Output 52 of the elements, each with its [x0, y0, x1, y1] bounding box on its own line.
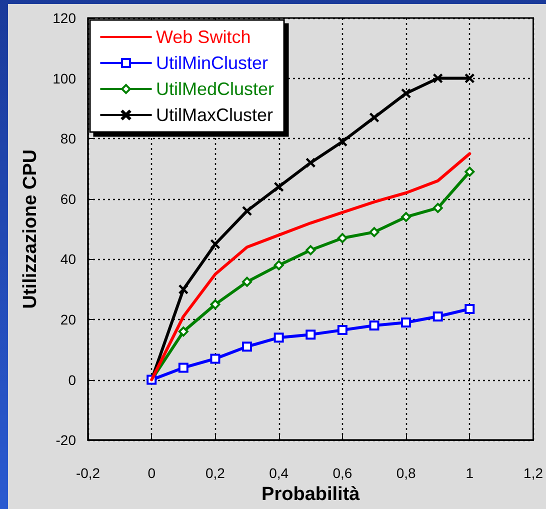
point [306, 245, 316, 256]
x-tick-label: 0,8 [396, 465, 416, 482]
point [338, 137, 348, 146]
point [337, 325, 348, 336]
point [464, 304, 475, 314]
y-tick-label: 120 [52, 10, 76, 26]
y-tick-label: 40 [60, 251, 76, 268]
y-tick-label: -20 [56, 432, 76, 448]
legend-label: UtilMaxCluster [156, 105, 274, 125]
point [274, 332, 284, 343]
point [432, 202, 443, 213]
point [210, 354, 220, 364]
point [432, 311, 443, 322]
point [306, 158, 316, 168]
point [465, 74, 474, 83]
legend-label: UtilMinCluster [156, 53, 268, 73]
point [401, 212, 412, 222]
point [464, 166, 475, 177]
point [242, 206, 252, 216]
point [210, 299, 220, 310]
point [178, 326, 188, 337]
point [401, 318, 412, 328]
x-tick-label: 1 [466, 465, 474, 482]
y-tick-label: 20 [60, 312, 76, 328]
x-tick-label: 0,2 [205, 465, 226, 482]
point [274, 182, 284, 192]
point [242, 342, 252, 352]
x-tick-label: 0 [148, 465, 156, 482]
point [369, 227, 380, 238]
x-tick-label: 0,4 [269, 465, 289, 482]
y-tick-label: 0 [68, 372, 76, 388]
point [178, 362, 188, 373]
legend-label: UtilMedCluster [156, 79, 274, 99]
point [274, 260, 284, 270]
y-tick-label: 80 [60, 130, 76, 147]
x-tick-label: 0,6 [332, 465, 352, 482]
point [370, 112, 379, 122]
point [401, 88, 411, 98]
point [242, 276, 252, 287]
y-tick-label: 100 [52, 70, 76, 86]
point [433, 74, 442, 83]
legend-label: Web Switch [156, 27, 251, 47]
x-tick-label: -0,2 [76, 465, 100, 482]
point [210, 240, 220, 249]
point [178, 284, 188, 294]
point [306, 330, 316, 340]
x-tick-label: 1,2 [524, 465, 544, 482]
x-axis-title: Probabilità [262, 484, 360, 505]
y-tick-label: 60 [60, 190, 76, 207]
y-axis-title: Utilizzazione CPU [20, 149, 41, 309]
point [337, 233, 348, 244]
point [369, 320, 380, 331]
